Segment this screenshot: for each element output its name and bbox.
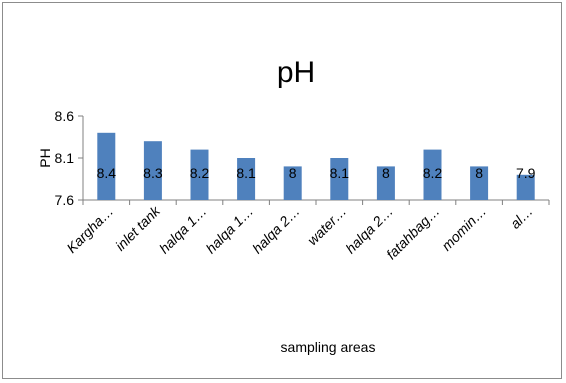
x-tick-label: halqa 1… [156,203,210,257]
data-label: 8 [475,165,483,181]
data-label: 8.1 [330,165,350,181]
bar [237,158,256,200]
y-tick-label: 8.1 [55,150,75,166]
y-tick-label: 8.6 [55,108,75,124]
bar [423,149,442,200]
y-ticks-group: 7.6 8.1 8.6 [55,108,83,208]
x-tick-label: water… [304,203,349,248]
bar [190,149,209,200]
chart-area [2,2,562,379]
data-label: 8.3 [143,165,163,181]
bar [283,166,302,200]
x-tick-label: halqa 1… [203,203,257,257]
bar [143,141,162,200]
bar [376,166,395,200]
x-axis-label: sampling areas [281,339,376,355]
y-axis-label: PH [37,148,53,167]
bar [97,132,116,200]
bar [516,174,535,200]
data-label: 7.9 [516,165,536,181]
x-tick-label: Kargha… [63,203,116,256]
data-label: 8 [289,165,297,181]
data-label: 8.2 [423,165,443,181]
data-label: 8.2 [190,165,210,181]
data-label: 8.4 [97,165,117,181]
chart-title: pH [277,56,315,89]
x-tick-label: momin… [438,203,489,254]
data-label: 8 [382,165,390,181]
bar [470,166,489,200]
data-label: 8.1 [236,165,256,181]
x-tick-label: al… [507,203,536,232]
bars-group [97,132,535,200]
y-tick-label: 7.6 [55,192,75,208]
bar [330,158,349,200]
data-labels-group: 8.4 8.3 8.2 8.1 8 8.1 8 8.2 8 7.9 [97,165,536,181]
x-tick-label: halqa 2… [249,203,303,257]
